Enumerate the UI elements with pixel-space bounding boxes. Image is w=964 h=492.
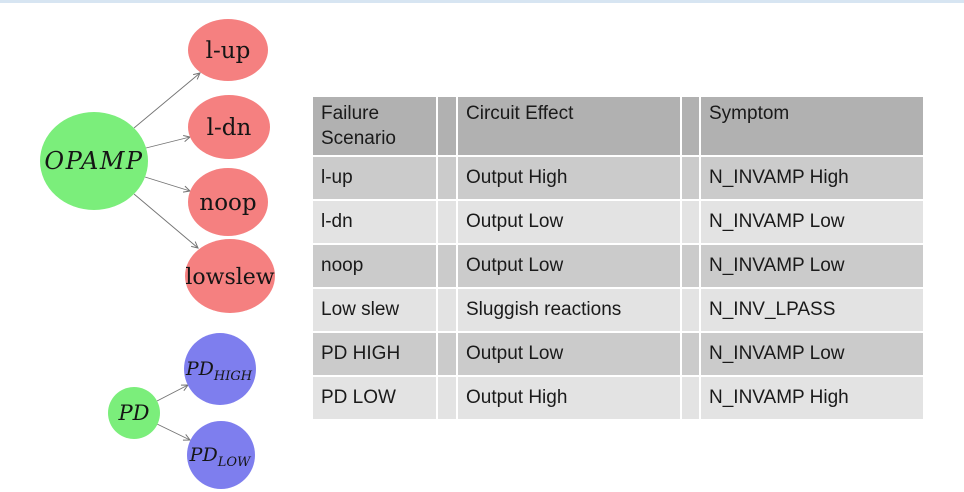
edge-opamp-lowslew: [133, 193, 199, 249]
node-lowslew-label: lowslew: [185, 265, 274, 290]
top-accent-strip: [0, 0, 964, 3]
node-pd-label: PD: [118, 401, 150, 425]
cell-symptom-noop: N_INVAMP Low: [701, 245, 923, 287]
node-pd-high: [184, 333, 256, 405]
cell-effect-pdhigh: Output Low: [458, 333, 680, 375]
edge-opamp-ldn: [145, 134, 192, 149]
edge-opamp-lup: [133, 72, 201, 129]
cell-symptom-pdlow: N_INVAMP High: [701, 377, 923, 419]
header-spacer-2: [682, 97, 699, 155]
cell-scenario-pdlow: PD LOW: [313, 377, 436, 419]
row-spacer: [438, 377, 456, 419]
cell-effect-ldn: Output Low: [458, 201, 680, 243]
row-spacer: [682, 289, 699, 331]
header-cell-symptom: Symptom: [701, 97, 923, 155]
pd-low-base: PD: [189, 444, 218, 466]
row-spacer: [438, 245, 456, 287]
row-spacer: [682, 377, 699, 419]
node-pd-high-label: PDHIGH: [185, 358, 253, 384]
node-ldn: [188, 95, 270, 159]
cell-effect-lowslew: Sluggish reactions: [458, 289, 680, 331]
fault-tree-diagram: OPAMP l-up l-dn noop lowslew PD PDHIGH P…: [40, 19, 275, 489]
node-opamp-label: OPAMP: [44, 147, 143, 175]
cell-scenario-noop: noop: [313, 245, 436, 287]
node-pd-low: [187, 421, 255, 489]
cell-scenario-ldn: l-dn: [313, 201, 436, 243]
cell-effect-lup: Output High: [458, 157, 680, 199]
node-lowslew: [185, 239, 275, 313]
cell-effect-noop: Output Low: [458, 245, 680, 287]
cell-scenario-lup: l-up: [313, 157, 436, 199]
pd-high-sub: HIGH: [213, 369, 253, 384]
edge-pd-pdlow: [156, 423, 191, 441]
node-noop-label: noop: [199, 190, 256, 216]
node-ldn-label: l-dn: [207, 115, 252, 141]
header-spacer-1: [438, 97, 456, 155]
node-lup: [188, 19, 268, 81]
node-noop: [188, 168, 268, 236]
edge-opamp-noop: [144, 176, 192, 193]
cell-symptom-ldn: N_INVAMP Low: [701, 201, 923, 243]
row-spacer: [438, 157, 456, 199]
cell-scenario-pdhigh: PD HIGH: [313, 333, 436, 375]
pd-low-sub: LOW: [217, 455, 252, 470]
row-spacer: [682, 201, 699, 243]
cell-scenario-lowslew: Low slew: [313, 289, 436, 331]
failure-scenario-table: Failure Scenario Circuit Effect Symptom …: [313, 97, 923, 419]
header-cell-failure-scenario: Failure Scenario: [313, 97, 436, 155]
node-lup-label: l-up: [206, 38, 251, 64]
node-opamp: [40, 112, 148, 210]
row-spacer: [438, 201, 456, 243]
header-cell-circuit-effect: Circuit Effect: [458, 97, 680, 155]
cell-symptom-lowslew: N_INV_LPASS: [701, 289, 923, 331]
cell-symptom-lup: N_INVAMP High: [701, 157, 923, 199]
cell-effect-pdlow: Output High: [458, 377, 680, 419]
row-spacer: [682, 245, 699, 287]
row-spacer: [438, 333, 456, 375]
pd-high-base: PD: [185, 358, 214, 380]
node-pd-low-label: PDLOW: [189, 444, 252, 470]
node-pd: [108, 387, 160, 439]
row-spacer: [682, 157, 699, 199]
cell-symptom-pdhigh: N_INVAMP Low: [701, 333, 923, 375]
row-spacer: [682, 333, 699, 375]
edge-pd-pdhigh: [156, 384, 189, 402]
row-spacer: [438, 289, 456, 331]
